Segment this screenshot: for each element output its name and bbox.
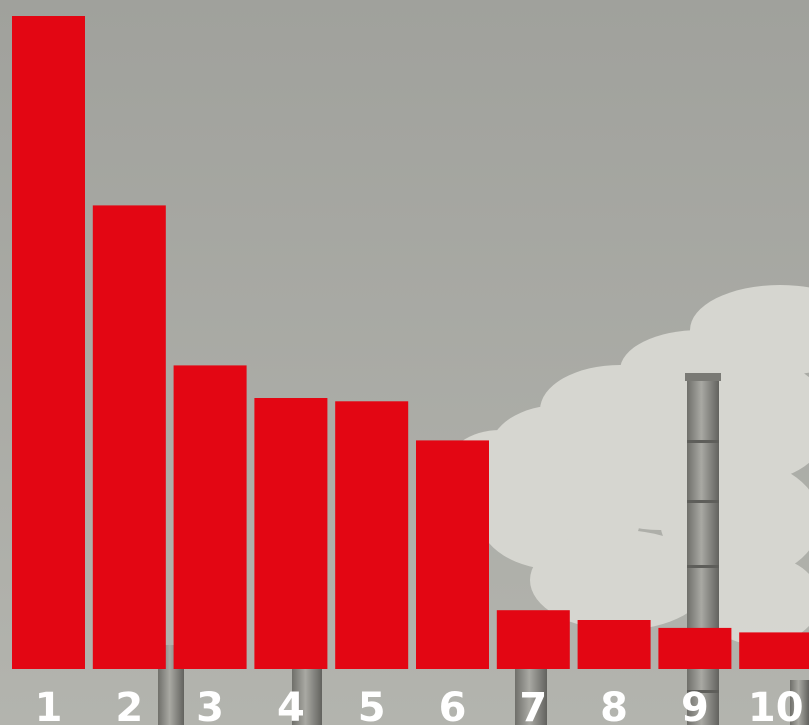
bar-10 — [739, 632, 809, 669]
bar-7 — [496, 610, 570, 669]
bar-2 — [92, 205, 166, 669]
x-tick-label-10: 10 — [748, 685, 804, 725]
bar-1 — [12, 16, 85, 669]
bar-series — [12, 16, 809, 669]
x-tick-label-1: 1 — [35, 685, 63, 725]
factory-chimney-icon — [685, 373, 721, 725]
x-tick-label-4: 4 — [277, 685, 305, 725]
x-tick-label-3: 3 — [196, 685, 224, 725]
x-tick-label-8: 8 — [600, 685, 628, 725]
x-tick-label-6: 6 — [439, 685, 467, 725]
bar-9 — [658, 627, 732, 669]
x-tick-label-9: 9 — [681, 685, 709, 725]
x-tick-label-2: 2 — [115, 685, 143, 725]
bar-5 — [335, 401, 409, 669]
bar-6 — [416, 440, 489, 669]
bar-4 — [254, 398, 328, 669]
x-tick-labels: 1 2 3 4 5 6 7 8 9 10 — [35, 685, 804, 725]
bar-8 — [577, 620, 651, 669]
bar-3 — [173, 365, 247, 669]
x-tick-label-7: 7 — [519, 685, 547, 725]
x-tick-label-5: 5 — [358, 685, 386, 725]
